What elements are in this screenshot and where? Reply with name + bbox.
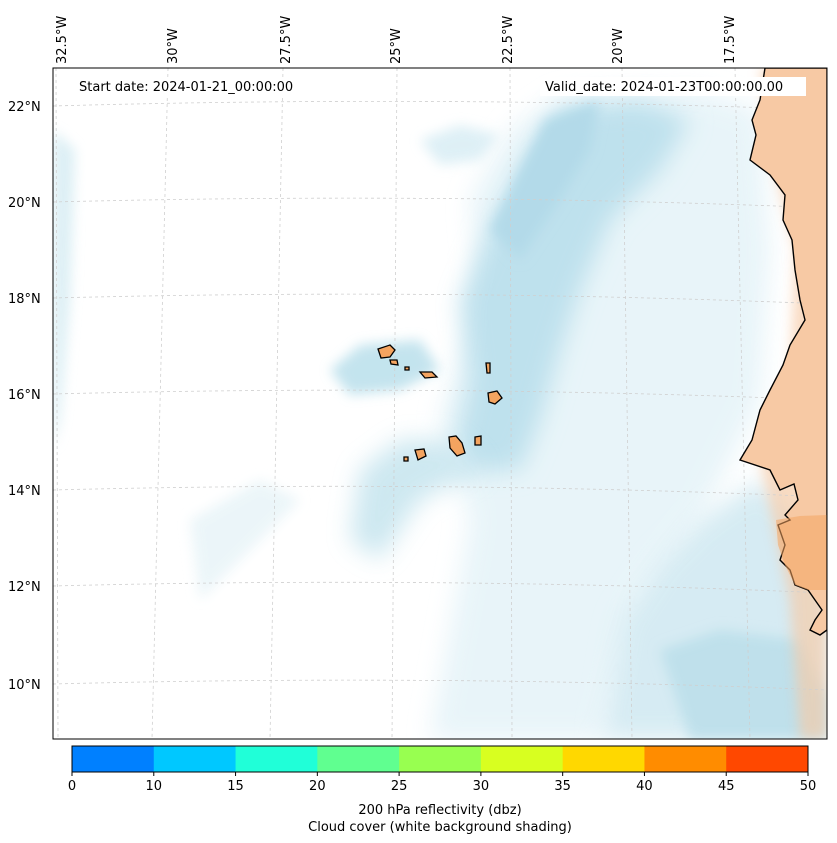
colorbar-tick-label: 15 — [227, 779, 244, 794]
gridlines — [53, 68, 827, 739]
start-date-label: Start date: 2024-01-21_00:00:00 — [79, 80, 293, 95]
colorbar-segment — [235, 746, 318, 772]
lon-label: 32.5°W — [55, 16, 70, 64]
colorbar-segment — [317, 746, 400, 772]
start-date-box — [70, 77, 304, 96]
lat-label: 10°N — [8, 678, 41, 693]
colorbar-segment — [399, 746, 482, 772]
colorbar-segment — [480, 746, 564, 772]
lon-label: 17.5°W — [723, 16, 738, 64]
lat-label: 12°N — [8, 580, 41, 595]
colorbar-tick-label: 20 — [309, 779, 326, 794]
cape-verde-islands — [377, 344, 503, 462]
lat-label: 14°N — [8, 484, 41, 499]
colorbar-tick-label: 35 — [554, 779, 571, 794]
colorbar-title: 200 hPa reflectivity (dbz) — [358, 803, 521, 818]
colorbar: 0 10 15 20 25 30 35 40 45 50 200 hPa reflectivity… — [68, 745, 816, 835]
colorbar-tick-label: 45 — [718, 779, 735, 794]
colorbar-tick-label: 50 — [800, 779, 817, 794]
colorbar-segment — [726, 746, 809, 772]
lon-label: 30°W — [166, 28, 181, 64]
colorbar-segment — [562, 746, 645, 772]
longitude-labels: 32.5°W 30°W 27.5°W 25°W 22.5°W 20°W 17.5… — [55, 16, 738, 64]
valid-date-box — [540, 77, 806, 96]
colorbar-subtitle: Cloud cover (white background shading) — [308, 820, 572, 835]
map-area: Start date: 2024-01-21_00:00:00 Valid_da… — [53, 68, 827, 739]
africa-landmass — [776, 515, 827, 590]
lat-label: 18°N — [8, 292, 41, 307]
lon-label: 20°W — [611, 28, 626, 64]
lat-label: 20°N — [8, 196, 41, 211]
colorbar-tick-label: 40 — [636, 779, 653, 794]
lon-label: 22.5°W — [501, 16, 516, 64]
colorbar-segment — [153, 746, 237, 772]
africa-coastline — [738, 68, 827, 636]
lon-label: 27.5°W — [279, 16, 294, 64]
colorbar-segments — [72, 746, 809, 772]
colorbar-segment — [72, 746, 155, 772]
colorbar-tick-label: 25 — [391, 779, 408, 794]
valid-date-label: Valid_date: 2024-01-23T00:00:00.00 — [545, 80, 783, 95]
colorbar-border — [71, 745, 809, 773]
colorbar-tick-label: 30 — [473, 779, 490, 794]
colorbar-segment — [644, 746, 727, 772]
lat-label: 22°N — [8, 100, 41, 115]
map-border — [52, 67, 828, 740]
colorbar-ticks: 0 10 15 20 25 30 35 40 45 50 — [68, 772, 816, 794]
colorbar-tick-label: 10 — [146, 779, 163, 794]
cloud-cover-shading — [53, 90, 827, 739]
colorbar-tick-label: 0 — [68, 779, 76, 794]
lat-label: 16°N — [8, 388, 41, 403]
lon-label: 25°W — [389, 28, 404, 64]
latitude-labels: 22°N 20°N 18°N 16°N 14°N 12°N 10°N — [8, 100, 41, 693]
